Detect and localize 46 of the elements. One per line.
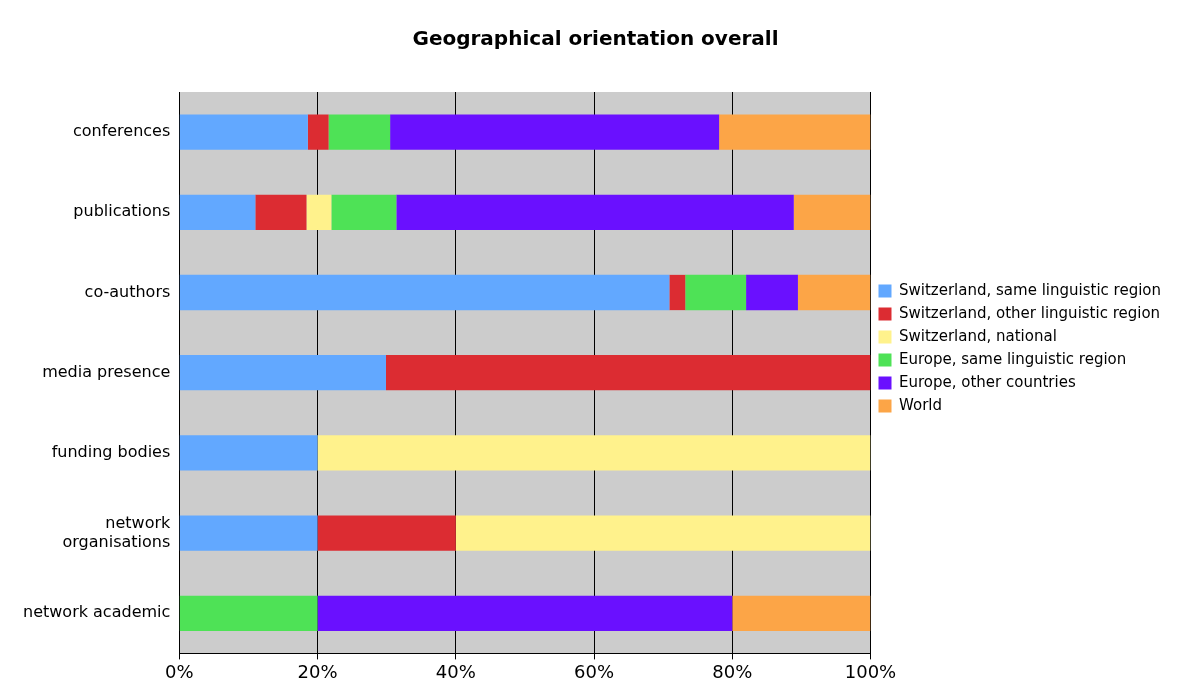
y-tick-label: publications <box>73 201 171 221</box>
y-tick-label: funding bodies <box>51 442 171 462</box>
bar <box>793 194 871 230</box>
y-tick-label: media presence <box>42 361 171 381</box>
bar <box>179 274 670 311</box>
legend-label: Europe, other countries <box>899 372 1076 391</box>
bar <box>306 194 332 230</box>
bar <box>685 274 747 311</box>
legend-label: Europe, same linguistic region <box>899 349 1127 368</box>
y-tick-label: network organisations <box>62 512 172 551</box>
bar <box>307 114 329 150</box>
x-tick-label: 20% <box>297 660 338 682</box>
x-tick-label: 40% <box>435 660 476 682</box>
bar <box>328 114 391 150</box>
bar <box>317 515 456 551</box>
bar <box>317 595 733 631</box>
x-tick-label: 0% <box>165 660 194 682</box>
legend-label: Switzerland, national <box>899 326 1057 345</box>
bar <box>797 274 871 311</box>
bar <box>179 515 318 551</box>
bar <box>396 194 794 230</box>
legend-label: World <box>899 395 942 414</box>
bar <box>455 515 871 551</box>
x-tick-label: 100% <box>844 660 897 682</box>
bar <box>179 595 318 631</box>
y-tick-label: conferences <box>72 121 171 141</box>
bar <box>317 435 871 471</box>
chart-title: Geographical orientation overall <box>412 26 779 51</box>
bar <box>719 114 871 150</box>
bar <box>746 274 798 311</box>
y-tick-label: co-authors <box>84 281 171 301</box>
y-tick-label: network academic <box>23 602 171 622</box>
bar <box>255 194 307 230</box>
x-tick-label: 60% <box>574 660 615 682</box>
bar <box>179 435 318 471</box>
bar <box>390 114 720 150</box>
legend-label: Switzerland, other linguistic region <box>899 303 1161 322</box>
bar <box>385 355 871 391</box>
bar <box>669 274 686 311</box>
bar <box>331 194 397 230</box>
bar <box>179 355 386 391</box>
bar <box>179 114 308 150</box>
x-tick-label: 80% <box>712 660 753 682</box>
legend-label: Switzerland, same linguistic region <box>899 280 1162 299</box>
bar <box>179 194 256 230</box>
bar <box>732 595 871 631</box>
